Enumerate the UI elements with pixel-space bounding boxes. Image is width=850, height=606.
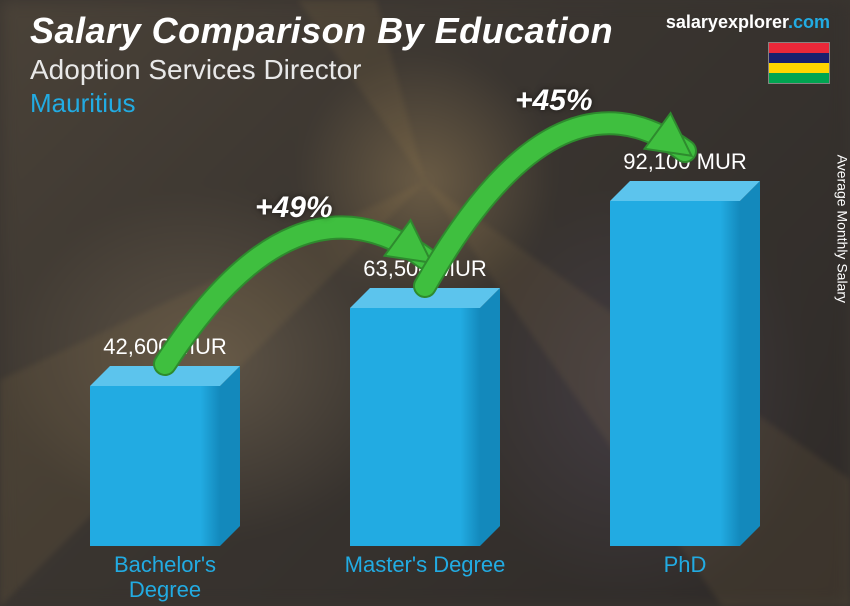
flag-stripe	[769, 63, 829, 73]
y-axis-label: Average Monthly Salary	[834, 155, 850, 303]
brand-domain: .com	[788, 12, 830, 32]
bar-category-label: PhD	[595, 552, 775, 577]
subtitle: Adoption Services Director	[30, 54, 613, 86]
brand-name: salaryexplorer	[666, 12, 788, 32]
flag-mauritius	[768, 42, 830, 84]
salary-bar-chart: 42,600 MURBachelor's Degree63,500 MURMas…	[60, 166, 790, 546]
flag-stripe	[769, 73, 829, 83]
increase-arc: +45%	[60, 166, 790, 546]
brand-logo: salaryexplorer.com	[666, 12, 830, 33]
increase-percent-label: +45%	[515, 84, 593, 118]
flag-stripe	[769, 43, 829, 53]
flag-stripe	[769, 53, 829, 63]
page-title: Salary Comparison By Education	[30, 10, 613, 52]
bar-category-label: Master's Degree	[335, 552, 515, 577]
bar-category-label: Bachelor's Degree	[75, 552, 255, 603]
